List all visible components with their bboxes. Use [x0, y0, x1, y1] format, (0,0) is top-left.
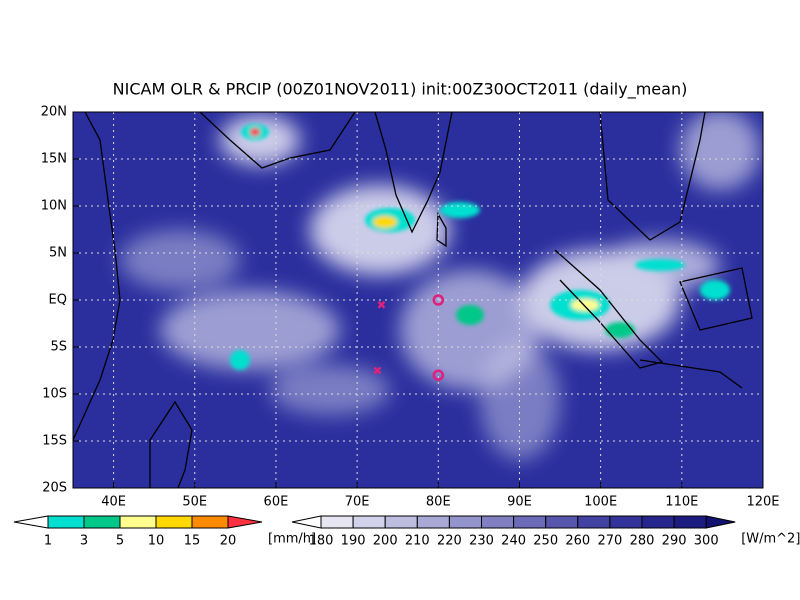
colorbar-label: 300 — [694, 534, 719, 549]
colorbar-label: 220 — [437, 534, 462, 549]
x-tick-label: 40E — [101, 495, 126, 510]
colorbar-cell — [673, 515, 707, 529]
colorbar-cell — [320, 515, 354, 529]
marker-x — [373, 366, 382, 375]
map-field — [73, 112, 763, 488]
colorbar-cell — [481, 515, 515, 529]
x-tick-label: 60E — [264, 495, 289, 510]
colorbar-cell — [155, 515, 193, 529]
x-tick-label: 50E — [182, 495, 207, 510]
marker-o — [432, 294, 445, 306]
colorbar-label: 250 — [533, 534, 558, 549]
colorbar-cell — [513, 515, 547, 529]
colorbar-arrow-high — [227, 515, 263, 529]
colorbar-arrow-low — [291, 515, 322, 529]
colorbar-cell — [609, 515, 643, 529]
y-tick-label: 5S — [50, 340, 67, 355]
colorbar-cell — [191, 515, 229, 529]
colorbar-cell — [384, 515, 418, 529]
colorbar-label: 230 — [469, 534, 494, 549]
colorbar-cell — [119, 515, 157, 529]
x-tick-label: 120E — [746, 495, 779, 510]
colorbar-cell — [416, 515, 450, 529]
colorbar-cell — [577, 515, 611, 529]
colorbar-unit: [mm/h] — [268, 532, 316, 547]
colorbar-label: 200 — [373, 534, 398, 549]
colorbar-label: 260 — [565, 534, 590, 549]
title: NICAM OLR & PRCIP (00Z01NOV2011) init:00… — [113, 80, 688, 100]
x-tick-label: 80E — [426, 495, 451, 510]
colorbar-label: 280 — [630, 534, 655, 549]
colorbar-label: 3 — [80, 534, 88, 549]
colorbar-label: 5 — [116, 534, 124, 549]
colorbar-unit: [W/m^2] — [741, 532, 800, 547]
colorbar-label: 190 — [341, 534, 366, 549]
colorbar-label: 210 — [405, 534, 430, 549]
y-tick-label: 15N — [41, 152, 67, 167]
colorbar-cell — [641, 515, 675, 529]
colorbar-label: 20 — [220, 534, 237, 549]
colorbar-label: 290 — [662, 534, 687, 549]
x-tick-label: 100E — [584, 495, 617, 510]
colorbar-cell — [448, 515, 482, 529]
marker-o — [432, 369, 445, 381]
y-tick-label: 10N — [41, 199, 67, 214]
y-tick-label: 20S — [42, 481, 67, 496]
y-tick-label: 5N — [49, 246, 67, 261]
colorbar-cell — [83, 515, 121, 529]
y-tick-label: 15S — [42, 434, 67, 449]
x-tick-label: 70E — [345, 495, 370, 510]
x-tick-label: 110E — [665, 495, 698, 510]
colorbar-arrow-high — [705, 515, 736, 529]
colorbar-label: 15 — [184, 534, 201, 549]
colorbar-cell — [352, 515, 386, 529]
marker-x — [377, 300, 386, 309]
y-tick-label: EQ — [49, 293, 67, 308]
colorbar-label: 270 — [597, 534, 622, 549]
x-tick-label: 90E — [507, 495, 532, 510]
y-tick-label: 10S — [42, 387, 67, 402]
colorbar-arrow-low — [13, 515, 49, 529]
colorbar-cell — [47, 515, 85, 529]
colorbar-label: 1 — [44, 534, 52, 549]
colorbar-label: 10 — [148, 534, 165, 549]
colorbar-label: 240 — [501, 534, 526, 549]
colorbar-cell — [545, 515, 579, 529]
y-tick-label: 20N — [41, 105, 67, 120]
colorbar-label: 180 — [309, 534, 334, 549]
